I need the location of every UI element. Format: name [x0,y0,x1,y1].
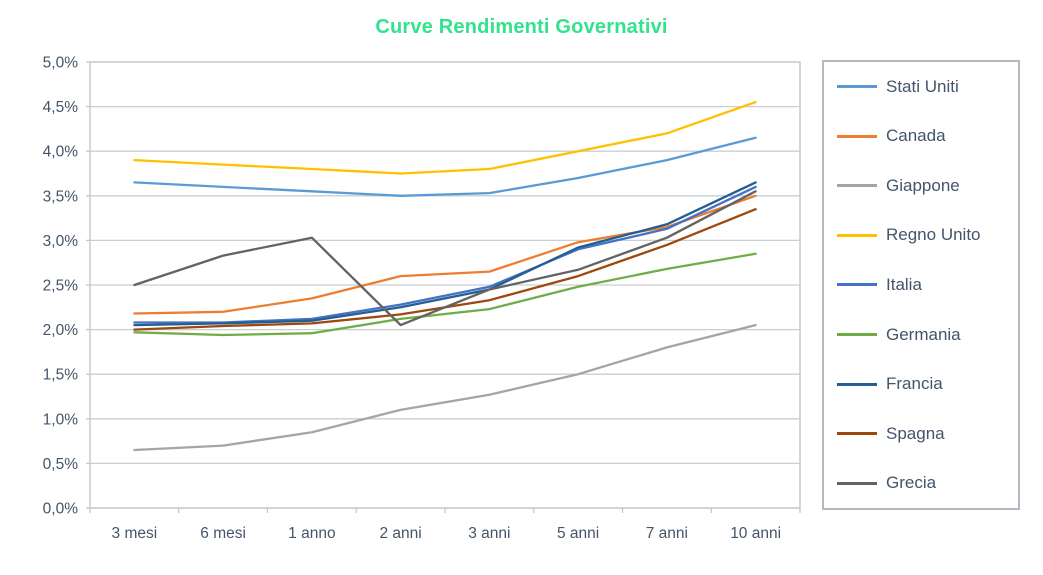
legend-line-swatch [837,233,877,237]
legend-item-regno-unito[interactable]: Regno Unito [824,225,1018,245]
series-line-francia[interactable] [133,181,757,327]
legend-item-spagna[interactable]: Spagna [824,424,1018,444]
x-axis-tick-label: 3 mesi [112,525,158,542]
legend-line-swatch [837,432,877,436]
x-axis-tick-label: 6 mesi [200,525,246,542]
legend-label: Regno Unito [886,225,981,245]
legend-item-canada[interactable]: Canada [824,126,1018,146]
legend-item-stati-uniti[interactable]: Stati Uniti [824,77,1018,97]
series-line-regno-unito[interactable] [133,100,757,175]
x-axis-tick-label: 1 anno [288,525,335,542]
legend-item-giappone[interactable]: Giappone [824,176,1018,196]
legend-label: Grecia [886,473,937,493]
y-axis-tick-label: 0,5% [43,456,79,473]
y-axis-tick-label: 4,5% [43,99,79,116]
legend-item-germania[interactable]: Germania [824,325,1018,345]
x-axis-tick-label: 5 anni [557,525,599,542]
legend-label: Canada [886,126,946,146]
legend-label: Italia [886,274,922,294]
legend-label: Germania [886,324,961,344]
legend-line-swatch [837,184,877,188]
legend-label: Francia [886,374,943,394]
legend-line-swatch [837,85,877,89]
y-axis-tick-label: 2,5% [43,278,79,295]
legend-line-swatch [837,382,877,386]
series-line-germania[interactable] [133,252,757,337]
legend-label: Stati Uniti [886,76,959,96]
chart-title: Curve Rendimenti Governativi [375,16,668,38]
legend: Stati Uniti Canada Giappone Regno Unito Ital… [822,60,1020,510]
y-axis-tick-label: 5,0% [43,55,79,72]
legend-label: Spagna [886,423,945,443]
legend-item-grecia[interactable]: Grecia [824,473,1018,493]
series-line-grecia[interactable] [133,190,757,327]
y-axis-tick-label: 2,0% [43,322,79,339]
x-axis-tick-label: 7 anni [646,525,688,542]
y-axis-tick-label: 3,5% [43,188,79,205]
legend-item-francia[interactable]: Francia [824,374,1018,394]
y-axis-tick-label: 1,5% [43,367,79,384]
y-axis-tick-label: 4,0% [43,144,79,161]
y-axis-tick-label: 3,0% [43,233,79,250]
x-axis-tick-label: 2 anni [380,525,422,542]
y-axis-tick-label: 0,0% [43,501,79,518]
series-line-giappone[interactable] [133,323,757,452]
legend-line-swatch [837,134,877,138]
series-line-canada[interactable] [133,194,757,315]
legend-item-italia[interactable]: Italia [824,275,1018,295]
series-line-stati-uniti[interactable] [133,136,757,197]
legend-line-swatch [837,283,877,287]
y-axis-tick-label: 1,0% [43,411,79,428]
x-axis-tick-label: 10 anni [730,525,781,542]
legend-line-swatch [837,481,877,485]
legend-line-swatch [837,333,877,336]
legend-label: Giappone [886,175,960,195]
x-axis-tick-label: 3 anni [468,525,510,542]
